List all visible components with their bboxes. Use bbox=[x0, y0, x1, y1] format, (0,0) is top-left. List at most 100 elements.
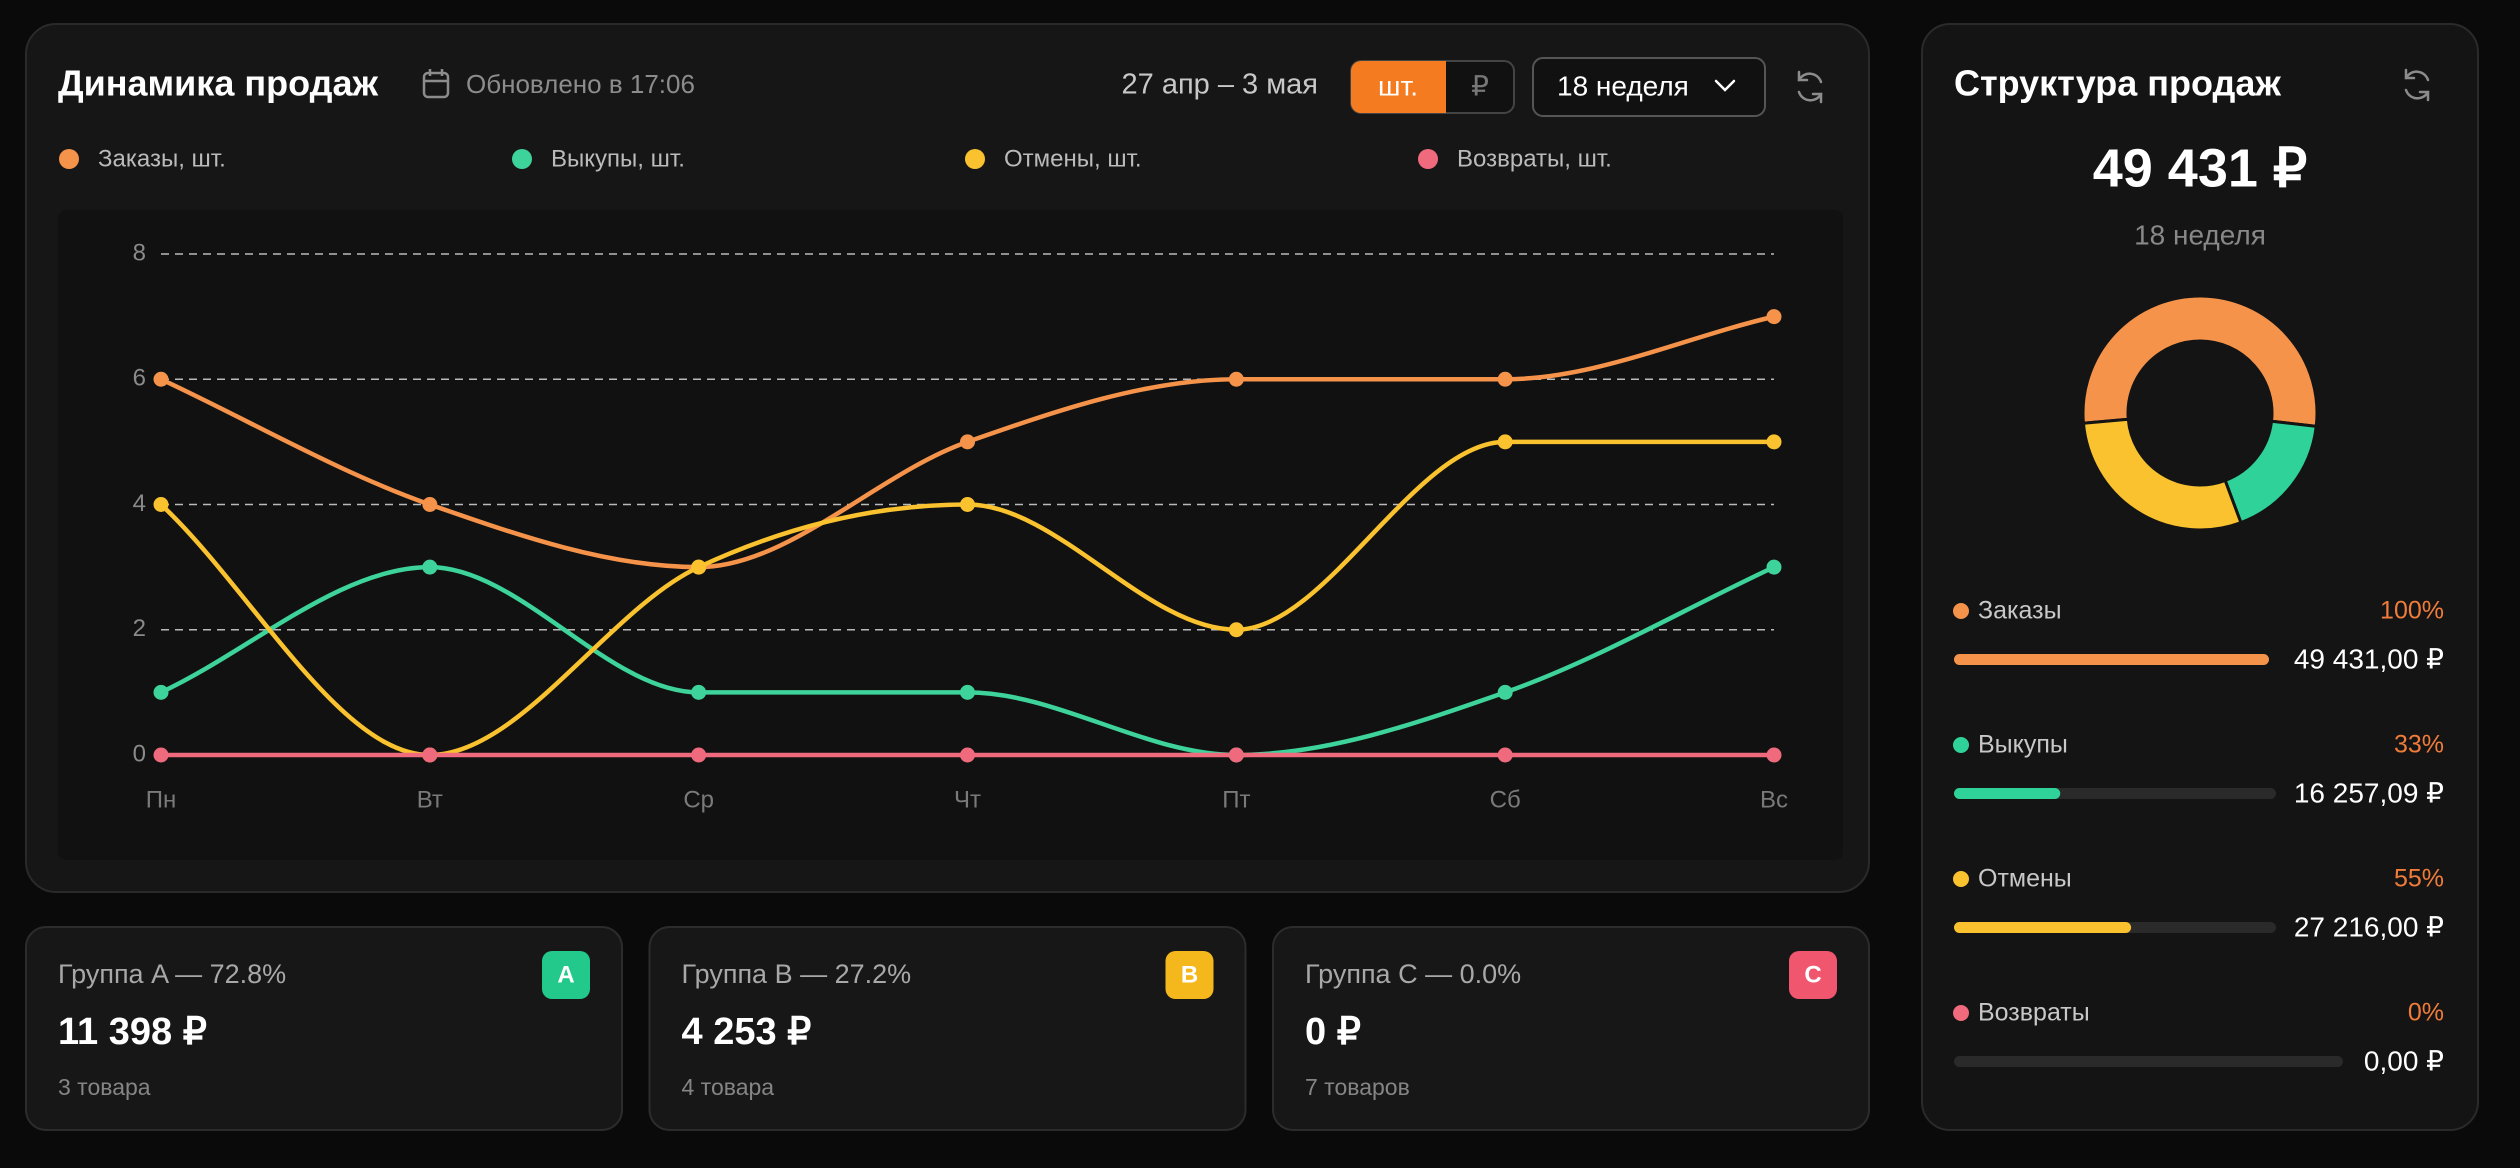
plot-area bbox=[58, 210, 1843, 860]
legend-marker bbox=[512, 149, 532, 169]
x-tick-label: Вс bbox=[1760, 786, 1788, 813]
legend-marker bbox=[965, 149, 985, 169]
calendar-icon bbox=[422, 69, 450, 99]
toggle-option[interactable]: шт. bbox=[1378, 70, 1418, 101]
legend-marker bbox=[1418, 149, 1438, 169]
group-card bbox=[25, 926, 623, 1131]
legend-label: Заказы, шт. bbox=[98, 145, 226, 172]
toggle-active[interactable] bbox=[1351, 61, 1446, 113]
data-point bbox=[422, 497, 438, 512]
toggle-active-edge bbox=[1426, 61, 1446, 113]
data-point bbox=[153, 747, 169, 763]
group-title: Группа A — 72.8% bbox=[58, 959, 286, 989]
group-items: 7 товаров bbox=[1305, 1074, 1410, 1100]
data-point bbox=[960, 434, 975, 450]
y-tick-label: 4 bbox=[133, 490, 146, 517]
data-point bbox=[1228, 622, 1244, 638]
data-point bbox=[691, 747, 707, 763]
y-tick-label: 6 bbox=[133, 365, 146, 392]
data-point bbox=[422, 559, 438, 575]
y-tick-label: 8 bbox=[133, 239, 146, 266]
data-point bbox=[691, 684, 707, 700]
row-percent: 33% bbox=[2394, 731, 2444, 759]
group-amount: 0 ₽ bbox=[1305, 1011, 1361, 1053]
group-items: 3 товара bbox=[58, 1074, 151, 1100]
row-amount: 27 216,00 ₽ bbox=[2294, 911, 2444, 942]
data-point bbox=[1766, 747, 1782, 763]
group-badge bbox=[1165, 951, 1214, 999]
donut-segment bbox=[2081, 294, 2319, 428]
row-name: Отмены bbox=[1978, 865, 2072, 893]
sales-structure-panel bbox=[1921, 23, 2479, 1131]
data-point bbox=[1497, 747, 1513, 763]
data-point bbox=[1766, 309, 1782, 325]
row-name: Возвраты bbox=[1978, 999, 2090, 1027]
data-point bbox=[153, 497, 169, 512]
row-bar bbox=[1954, 654, 2269, 665]
x-tick-label: Чт bbox=[954, 786, 981, 813]
group-badge-letter: B bbox=[1181, 961, 1198, 988]
row-percent: 100% bbox=[2380, 597, 2444, 625]
group-items: 4 товара bbox=[682, 1074, 775, 1100]
x-tick-label: Ср bbox=[683, 786, 714, 813]
x-tick-label: Пн bbox=[146, 786, 177, 813]
legend-label: Отмены, шт. bbox=[1004, 145, 1142, 172]
row-amount: 0,00 ₽ bbox=[2364, 1045, 2444, 1076]
period: 27 апр – 3 мая bbox=[1122, 69, 1318, 101]
donut-segment bbox=[2081, 417, 2243, 532]
dropdown-frame[interactable] bbox=[1532, 57, 1766, 117]
group-title: Группа C — 0.0% bbox=[1305, 959, 1521, 989]
unit-toggle[interactable]: шт. ₽ bbox=[1350, 60, 1515, 114]
data-point bbox=[1497, 371, 1513, 387]
updated-time: Обновлено в 17:06 bbox=[466, 69, 695, 99]
data-point bbox=[1766, 434, 1782, 450]
row-bar bbox=[1954, 788, 2061, 799]
y-tick-label: 0 bbox=[133, 740, 146, 767]
legend-marker bbox=[59, 149, 79, 169]
legend-label: Выкупы, шт. bbox=[551, 145, 685, 172]
y-tick-label: 2 bbox=[133, 615, 146, 642]
dropdown-value: 18 неделя bbox=[1557, 70, 1689, 101]
refresh-button[interactable] bbox=[1797, 70, 1823, 104]
data-point bbox=[1228, 747, 1244, 763]
data-point bbox=[1228, 371, 1244, 387]
total-amount: 49 431 ₽ bbox=[2093, 138, 2308, 198]
data-point bbox=[153, 371, 169, 387]
row-track bbox=[1954, 1056, 2343, 1067]
group-amount: 11 398 ₽ bbox=[58, 1011, 207, 1053]
data-point bbox=[1497, 434, 1513, 450]
row-percent: 0% bbox=[2408, 999, 2444, 1027]
x-tick-label: Вт bbox=[417, 786, 443, 813]
row-percent: 55% bbox=[2394, 865, 2444, 893]
total-period: 18 неделя bbox=[2134, 219, 2266, 250]
group-badge-letter: C bbox=[1804, 961, 1821, 988]
group-badge bbox=[1789, 951, 1837, 999]
data-point bbox=[1497, 684, 1513, 700]
row-name: Заказы bbox=[1978, 597, 2062, 625]
row-bar bbox=[1954, 922, 2132, 933]
row-marker bbox=[1953, 737, 1969, 753]
legend-label: Возвраты, шт. bbox=[1457, 145, 1612, 172]
toggle-option[interactable]: ₽ bbox=[1471, 70, 1489, 101]
group-card bbox=[648, 926, 1247, 1131]
x-tick-label: Пт bbox=[1222, 786, 1250, 813]
data-point bbox=[422, 747, 438, 763]
row-name: Выкупы bbox=[1978, 731, 2068, 759]
row-marker bbox=[1953, 871, 1969, 887]
data-point bbox=[153, 684, 169, 700]
panel-title: Структура продаж bbox=[1954, 63, 2281, 104]
data-point bbox=[960, 497, 975, 512]
row-marker bbox=[1953, 603, 1969, 619]
row-amount: 16 257,09 ₽ bbox=[2294, 777, 2444, 808]
week-dropdown[interactable]: 18 неделя bbox=[1532, 57, 1766, 117]
group-badge-letter: A bbox=[557, 961, 574, 988]
refresh-button[interactable] bbox=[2404, 68, 2430, 102]
chevron-icon bbox=[1714, 79, 1736, 92]
group-title: Группа B — 27.2% bbox=[682, 959, 912, 989]
data-point bbox=[960, 747, 975, 763]
data-point bbox=[1766, 559, 1782, 575]
group-card bbox=[1272, 926, 1870, 1131]
row-amount: 49 431,00 ₽ bbox=[2294, 643, 2444, 674]
